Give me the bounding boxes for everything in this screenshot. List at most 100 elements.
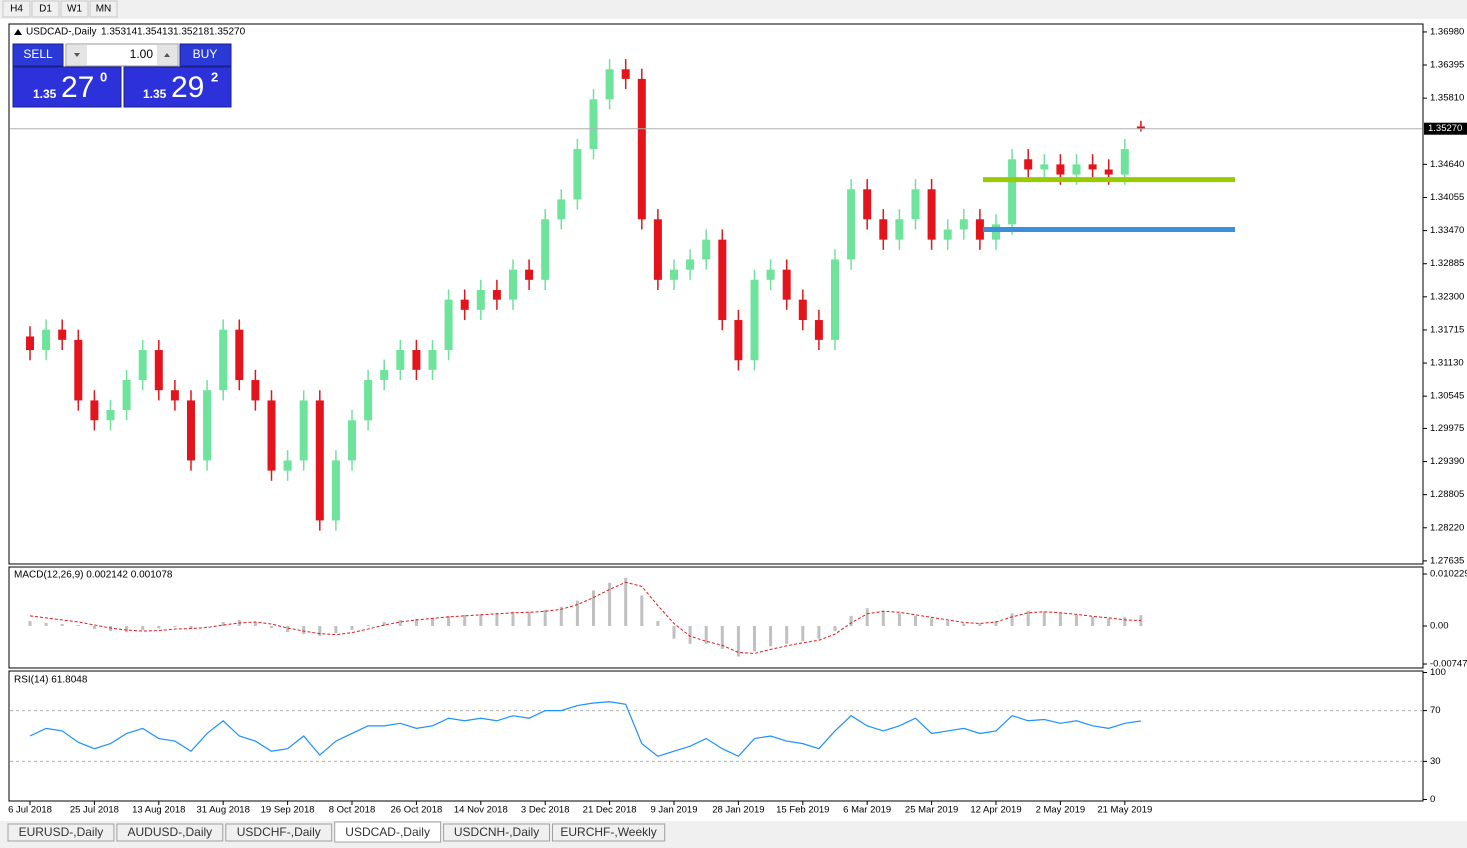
candle-body bbox=[187, 400, 195, 461]
candle-body bbox=[959, 219, 968, 230]
x-tick-label: 31 Aug 2018 bbox=[197, 805, 250, 816]
macd-bar bbox=[608, 582, 612, 627]
buy-price-box[interactable] bbox=[123, 66, 232, 108]
buy-button[interactable] bbox=[179, 43, 232, 67]
buy-sup: 2 bbox=[211, 69, 218, 84]
macd-bar bbox=[270, 626, 273, 629]
sell-prefix: 1.35 bbox=[33, 87, 57, 101]
candle-body bbox=[621, 69, 630, 79]
macd-bar bbox=[173, 626, 177, 628]
tab[interactable] bbox=[443, 823, 551, 842]
macd-bar bbox=[978, 623, 982, 627]
timeframe-button[interactable] bbox=[89, 0, 118, 18]
macd-bar bbox=[753, 626, 756, 652]
candle-body bbox=[927, 189, 936, 240]
y-tick-label: 1.33470 bbox=[1430, 225, 1464, 236]
y-tick-label: 1.31715 bbox=[1430, 324, 1464, 335]
ohlc-low: 1.35218 bbox=[173, 27, 210, 38]
candle-body bbox=[267, 400, 276, 471]
x-tick-label: 21 May 2019 bbox=[1097, 805, 1152, 816]
candle-body bbox=[138, 350, 147, 381]
macd-bar bbox=[76, 624, 80, 627]
macd-bar bbox=[60, 623, 64, 627]
macd-bar bbox=[1123, 616, 1127, 627]
timeframe-button[interactable] bbox=[2, 0, 31, 18]
tab[interactable] bbox=[552, 823, 666, 842]
candle-body bbox=[58, 329, 67, 340]
sell-price-box[interactable] bbox=[12, 66, 122, 108]
candle-body bbox=[251, 380, 260, 401]
sell-sup: 0 bbox=[100, 69, 107, 84]
tab-label: USDCNH-,Daily bbox=[454, 825, 539, 839]
x-tick-label: 12 Apr 2019 bbox=[970, 805, 1021, 816]
tab[interactable] bbox=[116, 823, 224, 842]
macd-panel bbox=[8, 566, 1424, 669]
macd-bar bbox=[463, 614, 467, 627]
x-tick-label: 26 Oct 2018 bbox=[391, 805, 443, 816]
x-tick-label: 14 Nov 2018 bbox=[454, 805, 508, 816]
timeframe-button[interactable] bbox=[60, 0, 89, 18]
macd-bar bbox=[286, 626, 290, 633]
candle-body bbox=[509, 269, 517, 300]
candle-body bbox=[541, 219, 550, 280]
rsi-line bbox=[29, 701, 1141, 758]
macd-bar bbox=[302, 626, 306, 635]
chart-title: USDCAD-,Daily bbox=[26, 27, 97, 38]
macd-bar bbox=[656, 620, 660, 627]
candle-body bbox=[444, 299, 453, 351]
candle-body bbox=[90, 400, 99, 421]
macd-bar bbox=[897, 613, 901, 627]
candle-body bbox=[589, 99, 598, 150]
macd-title: MACD(12,26,9) 0.002142 0.001078 bbox=[14, 570, 173, 581]
tab[interactable] bbox=[7, 823, 115, 842]
lot-field[interactable] bbox=[65, 43, 179, 67]
y-tick-label: 100 bbox=[1430, 667, 1446, 678]
tab[interactable] bbox=[225, 823, 333, 842]
candle-body bbox=[380, 369, 389, 381]
rsi-title: RSI(14) 61.8048 bbox=[14, 675, 88, 686]
macd-bar bbox=[221, 621, 225, 627]
macd-bar bbox=[575, 600, 579, 627]
x-tick-label: 19 Sep 2018 bbox=[261, 805, 315, 816]
y-tick-label: 0.00 bbox=[1430, 621, 1449, 632]
timeframe-button[interactable] bbox=[31, 0, 60, 18]
y-tick-label: 0.010229 bbox=[1430, 569, 1467, 580]
active-tab[interactable] bbox=[334, 821, 442, 843]
x-tick-label: 9 Jan 2019 bbox=[650, 805, 697, 816]
candle-body bbox=[74, 339, 83, 401]
y-tick-label: 1.32885 bbox=[1430, 258, 1464, 269]
candle-body bbox=[492, 290, 501, 300]
y-tick-label: 1.29390 bbox=[1430, 456, 1464, 467]
candle-body bbox=[235, 329, 244, 381]
sell-button[interactable] bbox=[12, 43, 64, 67]
tab-label: EURCHF-,Weekly bbox=[560, 825, 656, 839]
candle-body bbox=[814, 320, 823, 340]
macd-bar bbox=[543, 609, 547, 627]
candle-body bbox=[1008, 159, 1017, 225]
candle-body bbox=[283, 460, 292, 471]
y-tick-label: 1.29975 bbox=[1430, 423, 1464, 434]
tab-label: AUDUSD-,Daily bbox=[128, 825, 213, 839]
macd-bar bbox=[109, 626, 112, 632]
macd-bar bbox=[962, 623, 966, 627]
macd-bar bbox=[688, 626, 692, 644]
tab-label: USDCAD-,Daily bbox=[345, 825, 430, 839]
y-tick-label: 1.28805 bbox=[1430, 489, 1464, 500]
macd-bar bbox=[495, 612, 499, 627]
macd-bar bbox=[833, 626, 837, 632]
candle-body bbox=[573, 149, 582, 200]
candle-body bbox=[911, 189, 920, 220]
y-tick-label: 30 bbox=[1430, 756, 1441, 767]
macd-bar bbox=[350, 626, 354, 631]
macd-bar bbox=[640, 595, 644, 627]
macd-bar bbox=[881, 610, 885, 627]
candle-body bbox=[847, 189, 856, 260]
x-tick-label: 6 Jul 2018 bbox=[8, 805, 52, 816]
ohlc-close: 1.35270 bbox=[209, 27, 246, 38]
y-tick-label: 0 bbox=[1430, 794, 1435, 805]
candle-body bbox=[525, 269, 534, 280]
y-tick-label: 1.35810 bbox=[1430, 93, 1464, 104]
macd-bar bbox=[1010, 613, 1014, 627]
candle-body bbox=[831, 259, 839, 340]
candle-body bbox=[219, 329, 228, 391]
